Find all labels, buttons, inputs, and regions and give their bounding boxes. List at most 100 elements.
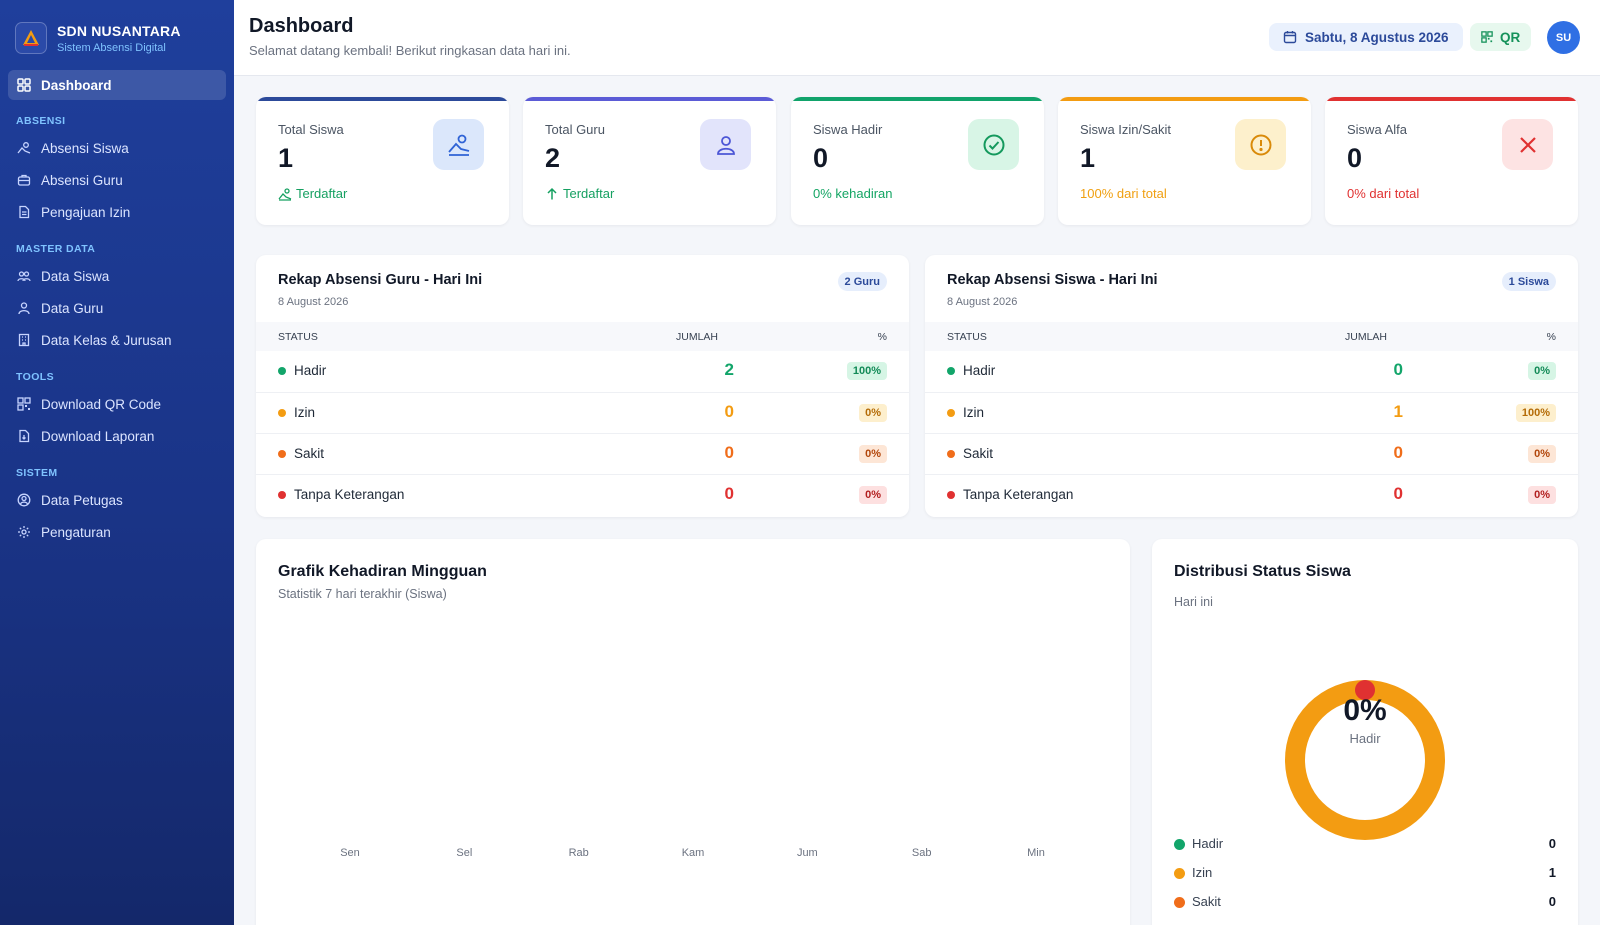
student-icon [433, 119, 484, 170]
sidebar-item-data-guru[interactable]: Data Guru [0, 292, 234, 324]
stat-label: Siswa Izin/Sakit [1080, 122, 1172, 137]
status-percent-badge: 0% [859, 486, 887, 504]
stat-foot-text: 100% dari total [1080, 186, 1167, 201]
status-percent-badge: 0% [859, 445, 887, 463]
sidebar-item-data-siswa[interactable]: Data Siswa [0, 260, 234, 292]
briefcase-icon [17, 173, 31, 187]
status-label: Sakit [294, 446, 325, 461]
user-avatar[interactable]: SU [1547, 21, 1580, 54]
sidebar-section-sistem: SISTEM [16, 467, 58, 479]
stat-foot: 0% dari total [1347, 186, 1419, 201]
sidebar-item-label: Absensi Siswa [41, 140, 129, 156]
status-label: Hadir [294, 363, 327, 378]
weekly-bar-chart: Sen Sel Rab Kam Jum Sab Min [256, 539, 1130, 925]
table-row: Sakit 0 0% [256, 433, 909, 474]
sidebar-section-absensi: ABSENSI [16, 115, 66, 127]
panel-date: 8 August 2026 [947, 296, 1018, 308]
document-icon [17, 205, 31, 219]
table-row: Tanpa Keterangan 0 0% [256, 474, 909, 515]
stat-card-siswa-alfa: Siswa Alfa 0 0% dari total [1325, 97, 1578, 225]
sidebar-section-tools: TOOLS [16, 371, 54, 383]
chart-title: Grafik Kehadiran Mingguan [278, 563, 487, 580]
qr-button[interactable]: QR [1470, 23, 1532, 51]
student-icon [17, 141, 31, 155]
report-icon [17, 429, 31, 443]
column-header-jumlah: JUMLAH [676, 331, 719, 343]
status-percent-badge: 0% [1528, 486, 1556, 504]
count-badge: 1 Siswa [1501, 272, 1556, 291]
qr-icon [1481, 31, 1493, 43]
stat-label: Siswa Hadir [813, 122, 883, 137]
sidebar-item-download-qr-code[interactable]: Download QR Code [0, 388, 234, 420]
user-icon [700, 119, 751, 170]
status-count: 2 [724, 360, 734, 379]
sidebar-item-label: Absensi Guru [41, 172, 123, 188]
status-count: 1 [1393, 402, 1403, 421]
x-axis-label: Rab [568, 847, 589, 859]
school-logo-icon [15, 22, 47, 54]
stat-foot-text: Terdaftar [563, 186, 615, 201]
sidebar-item-download-laporan[interactable]: Download Laporan [0, 420, 234, 452]
close-icon [1502, 119, 1553, 170]
qr-icon [17, 397, 31, 411]
user-circle-icon [17, 493, 31, 507]
sidebar-item-absensi-siswa[interactable]: Absensi Siswa [0, 132, 234, 164]
status-count: 0 [724, 443, 734, 462]
stat-card-accent [791, 97, 1044, 101]
count-badge: 2 Guru [837, 272, 887, 291]
stat-foot-text: 0% kehadiran [813, 186, 893, 201]
sidebar-item-data-kelas-jurusan[interactable]: Data Kelas & Jurusan [0, 324, 234, 356]
status-dot [947, 367, 955, 375]
status-percent-badge: 0% [1528, 445, 1556, 463]
rekap-siswa-panel: Rekap Absensi Siswa - Hari Ini 8 August … [925, 255, 1578, 517]
table-row: Izin 1 100% [925, 392, 1578, 433]
sidebar-item-pengajuan-izin[interactable]: Pengajuan Izin [0, 196, 234, 228]
sidebar-item-pengaturan[interactable]: Pengaturan [0, 516, 234, 548]
dashboard-grid-icon [17, 78, 31, 92]
x-axis-label: Min [1027, 847, 1045, 859]
x-axis-label: Sel [456, 847, 473, 859]
sidebar-item-label: Data Kelas & Jurusan [41, 332, 172, 348]
sidebar-item-dashboard[interactable]: Dashboard [8, 70, 226, 100]
gear-icon [17, 525, 31, 539]
stat-card-accent [256, 97, 509, 101]
stat-card-total-siswa: Total Siswa 1 Terdaftar [256, 97, 509, 225]
panel-date: 8 August 2026 [278, 296, 349, 308]
stat-label: Siswa Alfa [1347, 122, 1407, 137]
sidebar-item-label: Pengajuan Izin [41, 204, 131, 220]
status-dot [947, 409, 955, 417]
legend-value: 0 [1548, 894, 1556, 909]
legend-item: Sakit 0 [1174, 892, 1556, 912]
legend-label: Hadir [1192, 836, 1224, 851]
legend-label: Alfa [1192, 923, 1214, 925]
panel-title: Rekap Absensi Siswa - Hari Ini [947, 272, 1158, 288]
table-row: Hadir 0 0% [925, 351, 1578, 392]
legend-label: Sakit [1192, 894, 1221, 909]
date-text: Sabtu, 8 Agustus 2026 [1305, 29, 1449, 45]
stat-card-accent [523, 97, 776, 101]
status-dot [278, 491, 286, 499]
stat-value: 0 [813, 143, 829, 173]
column-header-percent: % [877, 331, 887, 343]
date-display: Sabtu, 8 Agustus 2026 [1269, 23, 1463, 51]
status-count: 0 [1393, 484, 1403, 503]
top-header: Dashboard Selamat datang kembali! Beriku… [234, 0, 1600, 76]
weekly-attendance-panel: Grafik Kehadiran Mingguan Statistik 7 ha… [256, 539, 1130, 925]
stat-foot: 0% kehadiran [813, 186, 893, 201]
x-axis-label: Kam [681, 847, 705, 859]
sidebar-section-master-data: MASTER DATA [16, 243, 96, 255]
sidebar-item-label: Data Siswa [41, 268, 110, 284]
legend-value: 0 [1548, 836, 1556, 851]
legend-item: Hadir 0 [1174, 834, 1556, 854]
status-dot [947, 491, 955, 499]
status-donut-chart [1285, 680, 1445, 840]
brand-name: SDN NUSANTARA [57, 22, 181, 39]
legend-item: Alfa 0 [1174, 921, 1556, 925]
sidebar-item-data-petugas[interactable]: Data Petugas [0, 484, 234, 516]
sidebar-item-absensi-guru[interactable]: Absensi Guru [0, 164, 234, 196]
status-percent-badge: 100% [846, 362, 887, 380]
status-count: 0 [1393, 443, 1403, 462]
stat-foot-text: Terdaftar [296, 186, 348, 201]
column-header-jumlah: JUMLAH [1345, 331, 1388, 343]
x-axis-label: Sab [911, 847, 932, 859]
